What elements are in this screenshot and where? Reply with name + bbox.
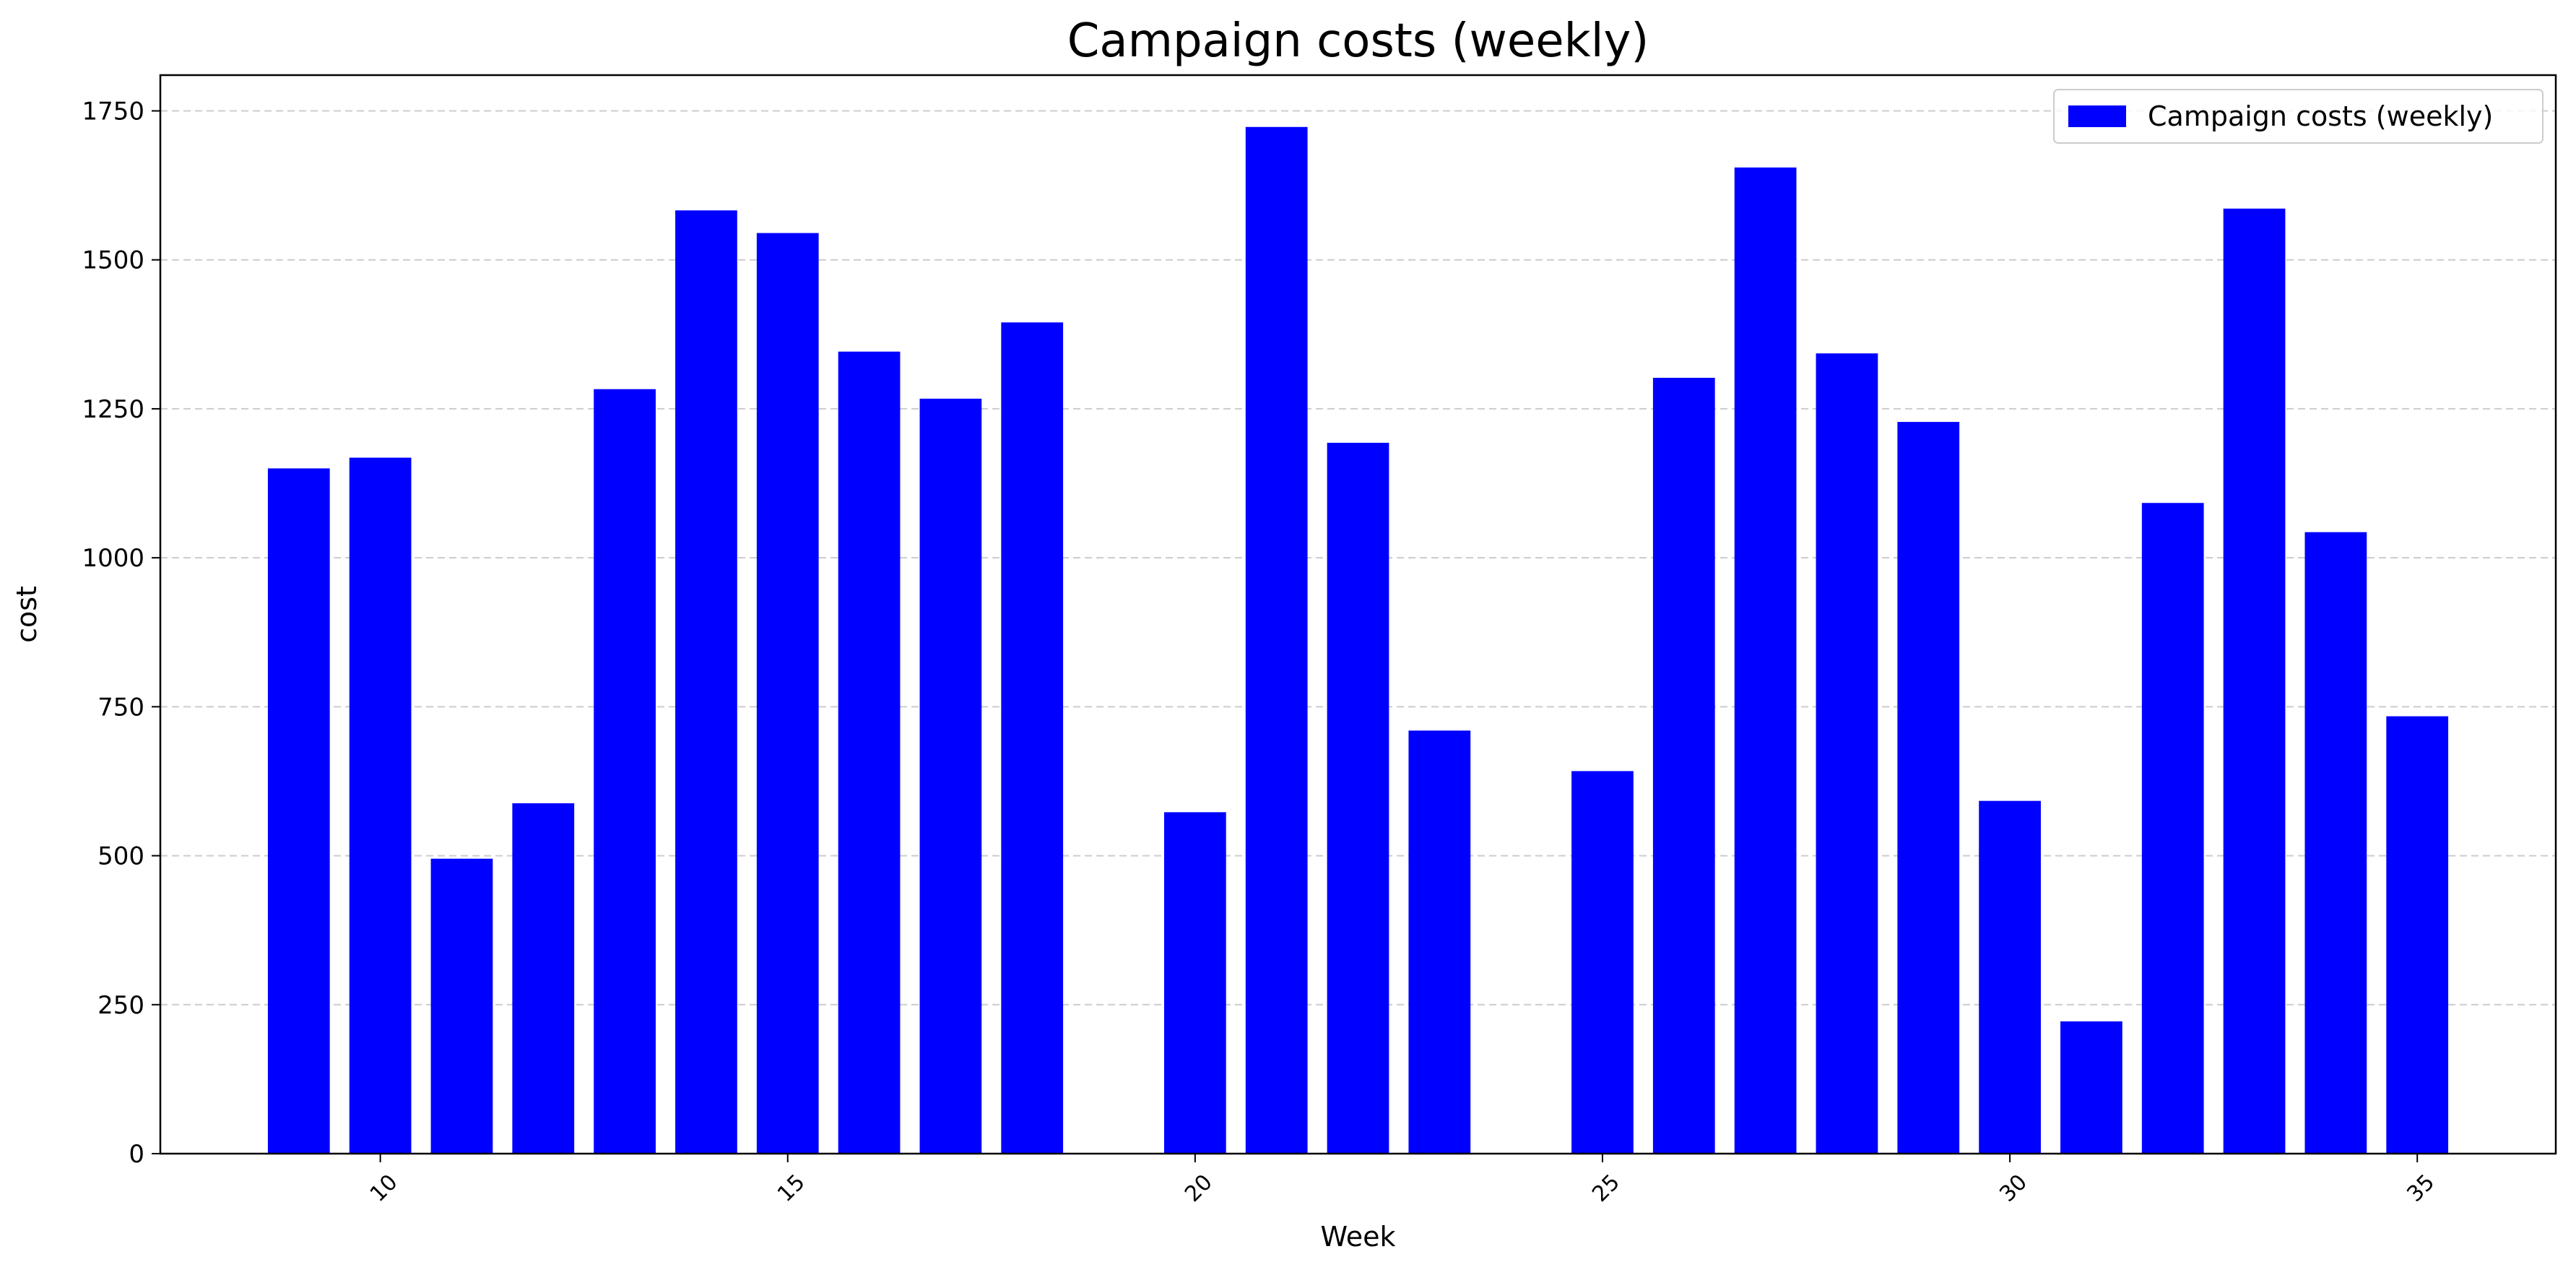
bar-week-27 (1734, 167, 1797, 1154)
y-tick-label: 1250 (82, 395, 144, 424)
bar-week-20 (1163, 812, 1226, 1154)
bar-week-16 (838, 351, 901, 1154)
bar-week-17 (919, 398, 982, 1154)
bar-week-26 (1652, 378, 1715, 1154)
y-tick-label: 1500 (82, 246, 144, 275)
x-axis-label: Week (1320, 1221, 1395, 1253)
bar-week-28 (1816, 353, 1878, 1154)
bar-week-29 (1897, 422, 1960, 1154)
y-tick-label: 750 (97, 693, 144, 722)
bar-week-32 (2141, 503, 2204, 1154)
bar-week-31 (2060, 1021, 2122, 1154)
legend-swatch (2068, 105, 2126, 127)
y-tick-label: 0 (129, 1140, 144, 1169)
plot-frame (159, 74, 2557, 1155)
legend: Campaign costs (weekly) (2053, 89, 2544, 144)
bar-week-35 (2386, 716, 2449, 1154)
legend-box (2053, 89, 2544, 144)
bars (267, 126, 2449, 1154)
bar-week-9 (267, 468, 330, 1154)
bar-week-30 (1979, 800, 2041, 1154)
bar-week-34 (2304, 532, 2367, 1154)
bar-week-22 (1327, 442, 1389, 1154)
y-tick-label: 1000 (82, 544, 144, 573)
y-tick-label: 1750 (82, 97, 144, 126)
bar-week-23 (1408, 730, 1471, 1154)
bar-week-25 (1571, 771, 1634, 1154)
bar-week-14 (675, 210, 737, 1154)
bar-week-12 (512, 803, 575, 1154)
bar-week-33 (2223, 208, 2286, 1154)
y-tick-label: 250 (97, 991, 144, 1020)
bar-week-13 (594, 389, 656, 1154)
y-tick-label: 500 (97, 842, 144, 871)
y-axis-ticks: 0 250 500 750 1000 1250 1500 1750 (82, 97, 160, 1169)
bar-week-15 (756, 233, 819, 1154)
bar-week-11 (430, 858, 493, 1154)
bar-week-10 (349, 457, 412, 1154)
bar-week-18 (1001, 322, 1064, 1154)
bar-week-21 (1245, 126, 1308, 1154)
legend-label: Campaign costs (weekly) (2148, 100, 2493, 132)
chart-title: Campaign costs (weekly) (1067, 14, 1649, 68)
y-axis-label: cost (11, 586, 43, 643)
